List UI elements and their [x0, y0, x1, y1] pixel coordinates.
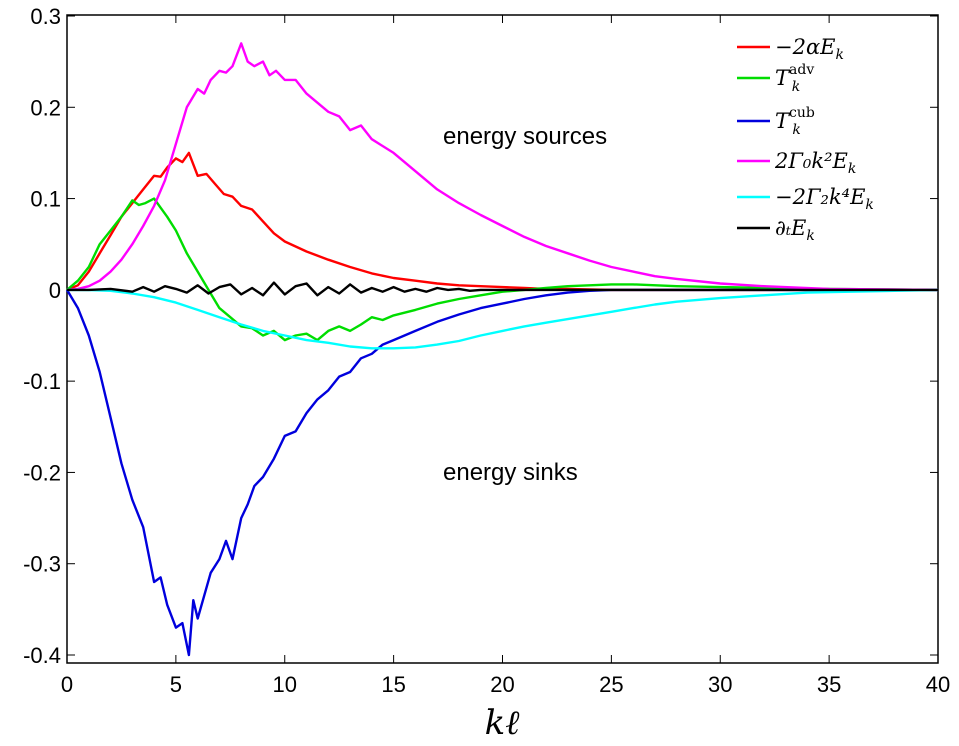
legend-label: −2Γ₂k⁴Ek: [775, 185, 874, 213]
y-tick-label: -0.2: [23, 460, 61, 485]
legend-label: Tadv k: [775, 62, 814, 95]
x-tick-label: 35: [817, 672, 841, 697]
x-tick-label: 25: [599, 672, 623, 697]
axes: 0 5 10 15 20 25 30 35 40 -0.4 -0.3 -0.2 -0.1 0 0.1 0.2 0…: [23, 4, 950, 697]
y-tick-label: 0.1: [30, 187, 61, 212]
x-tick-label: 5: [170, 672, 182, 697]
series-line-4: [66, 288, 939, 350]
x-tick-label: 0: [61, 672, 73, 697]
plot-frame: [66, 14, 939, 664]
y-tick-label: 0: [49, 278, 61, 303]
y-tick-label: -0.3: [23, 552, 61, 577]
annotation-energy-sinks: energy sinks: [443, 459, 578, 486]
annotation-energy-sources: energy sources: [443, 123, 607, 150]
x-tick-label: 30: [708, 672, 732, 697]
x-tick-label: 10: [273, 672, 297, 697]
y-tick-label: -0.1: [23, 369, 61, 394]
x-axis-label: kℓ: [485, 703, 520, 743]
series-line-2: [65, 288, 938, 657]
y-tick-label: 0.3: [30, 4, 61, 29]
x-tick-label: 15: [381, 672, 405, 697]
legend-label: Tcub k: [775, 105, 815, 138]
y-tick-label: 0.2: [30, 95, 61, 120]
y-tick-label: -0.4: [23, 643, 61, 668]
x-tick-label: 20: [490, 672, 514, 697]
series-line-1: [66, 197, 939, 342]
series-line-5: [67, 281, 938, 297]
series-line-3: [66, 42, 939, 292]
x-tick-label: 40: [926, 672, 950, 697]
legend-label: 2Γ₀k²Ek: [774, 149, 856, 177]
legend-label: ∂ₜEk: [775, 216, 815, 244]
series-lines: [65, 42, 939, 657]
legend-label: −2αEk: [775, 35, 844, 63]
